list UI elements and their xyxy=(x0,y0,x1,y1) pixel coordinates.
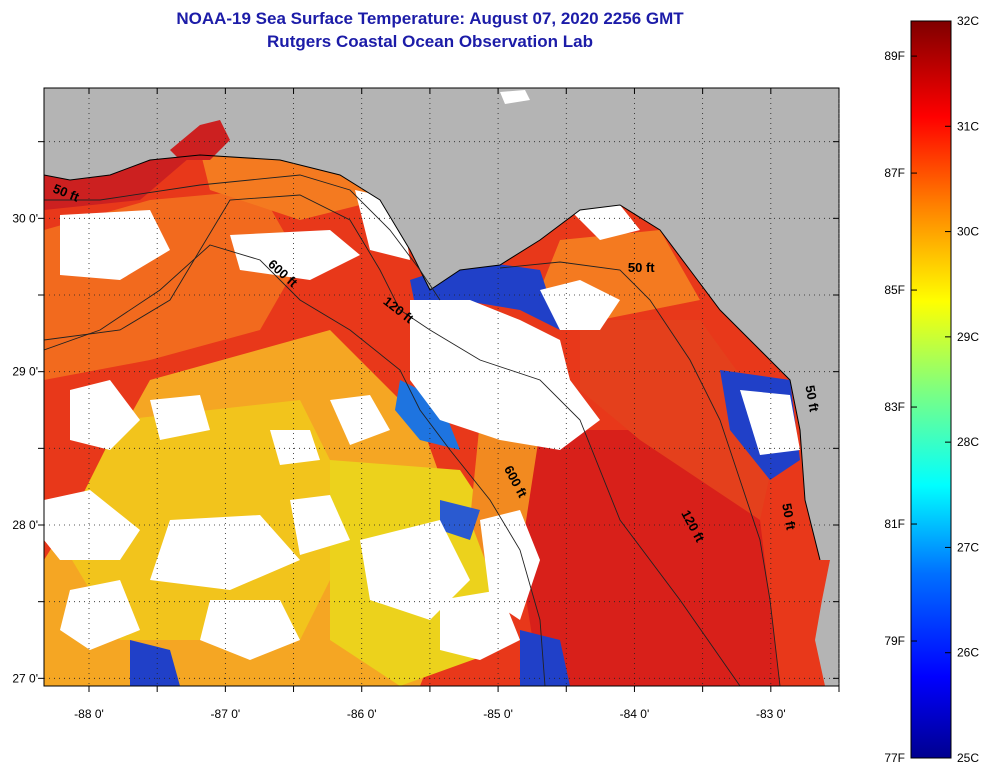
x-tick-label: -85 0' xyxy=(483,707,513,721)
colorbar xyxy=(910,20,952,759)
cloud-4 xyxy=(540,280,620,330)
contour-label: 50 ft xyxy=(779,502,799,532)
chart-title: NOAA-19 Sea Surface Temperature: August … xyxy=(176,9,684,28)
colorbar-celsius-label: 27C xyxy=(957,540,979,554)
cool-patch-south xyxy=(520,630,570,686)
cloud-14 xyxy=(480,510,540,620)
cloud-5 xyxy=(70,380,140,450)
colorbar-celsius-label: 26C xyxy=(957,646,979,660)
cloud-apalachee-bay xyxy=(410,300,600,450)
y-tick-label: 28 0' xyxy=(12,518,38,532)
colorbar-celsius-label: 31C xyxy=(957,119,979,133)
colorbar-ticks: 32C 31C 30C 29C 28C 27C 26C 25C 89F 87F 85F 83F 81F 7… xyxy=(884,14,979,765)
colorbar-fahrenheit-label: 85F xyxy=(884,283,905,297)
colorbar-fahrenheit-label: 83F xyxy=(884,400,905,414)
colorbar-celsius-label: 30C xyxy=(957,225,979,239)
y-tick-label: 29 0' xyxy=(12,365,38,379)
cloud-7 xyxy=(44,490,140,560)
x-tick-label: -87 0' xyxy=(211,707,241,721)
land-mobile xyxy=(44,110,100,175)
cloud-11 xyxy=(60,580,140,650)
coastline xyxy=(44,154,821,561)
contour-label: 50 ft xyxy=(802,384,822,414)
cloud-1 xyxy=(60,210,170,280)
cool-patch-offshore xyxy=(440,500,480,540)
cool-patch-southwest xyxy=(130,640,180,686)
cloud-8 xyxy=(150,515,300,590)
cloud-12 xyxy=(200,600,300,660)
x-tick-label: -83 0' xyxy=(756,707,786,721)
y-tick-label: 30 0' xyxy=(12,211,38,225)
map-frame xyxy=(43,87,840,687)
cloud-17 xyxy=(570,205,640,240)
x-tick-label: -88 0' xyxy=(74,707,104,721)
colorbar-fahrenheit-label: 77F xyxy=(884,751,905,765)
x-tick-label: -84 0' xyxy=(620,707,650,721)
colorbar-fahrenheit-label: 89F xyxy=(884,49,905,63)
colorbar-fahrenheit-label: 79F xyxy=(884,634,905,648)
cool-band-shelf xyxy=(395,380,460,450)
cloud-13 xyxy=(440,590,520,660)
colorbar-celsius-label: 29C xyxy=(957,330,979,344)
cloud-15 xyxy=(330,395,390,445)
cloud-2 xyxy=(230,230,360,280)
contour-600ft xyxy=(44,244,546,686)
bay-pensacola xyxy=(170,120,230,160)
axis-ticks: -88 0' -87 0' -86 0' -85 0' -84 0' -83 0' 30 0… xyxy=(12,88,840,721)
cloud-cedar-key xyxy=(740,390,800,455)
chart-subtitle: Rutgers Coastal Ocean Observation Lab xyxy=(267,32,593,51)
cloud-10 xyxy=(360,520,470,620)
land-tampa xyxy=(815,560,839,686)
contour-50ft-east xyxy=(499,261,781,686)
land-florida-alabama xyxy=(44,88,839,560)
cloud-16 xyxy=(270,430,320,465)
colorbar-celsius-label: 28C xyxy=(957,435,979,449)
contour-label: 50 ft xyxy=(628,260,655,275)
y-tick-label: 27 0' xyxy=(12,671,38,685)
cloud-6 xyxy=(150,395,210,440)
colorbar-celsius-label: 32C xyxy=(957,14,979,28)
contour-50ft-west xyxy=(44,174,441,301)
x-tick-label: -86 0' xyxy=(347,707,377,721)
colorbar-celsius-label: 25C xyxy=(957,751,979,765)
colorbar-fahrenheit-label: 87F xyxy=(884,166,905,180)
colorbar-fahrenheit-label: 81F xyxy=(884,517,905,531)
sst-map xyxy=(44,88,839,686)
contour-120ft xyxy=(44,194,741,686)
inland-lake xyxy=(500,90,530,104)
sst-region-hot-southeast xyxy=(520,430,780,686)
sst-region-warm-east xyxy=(580,320,780,520)
